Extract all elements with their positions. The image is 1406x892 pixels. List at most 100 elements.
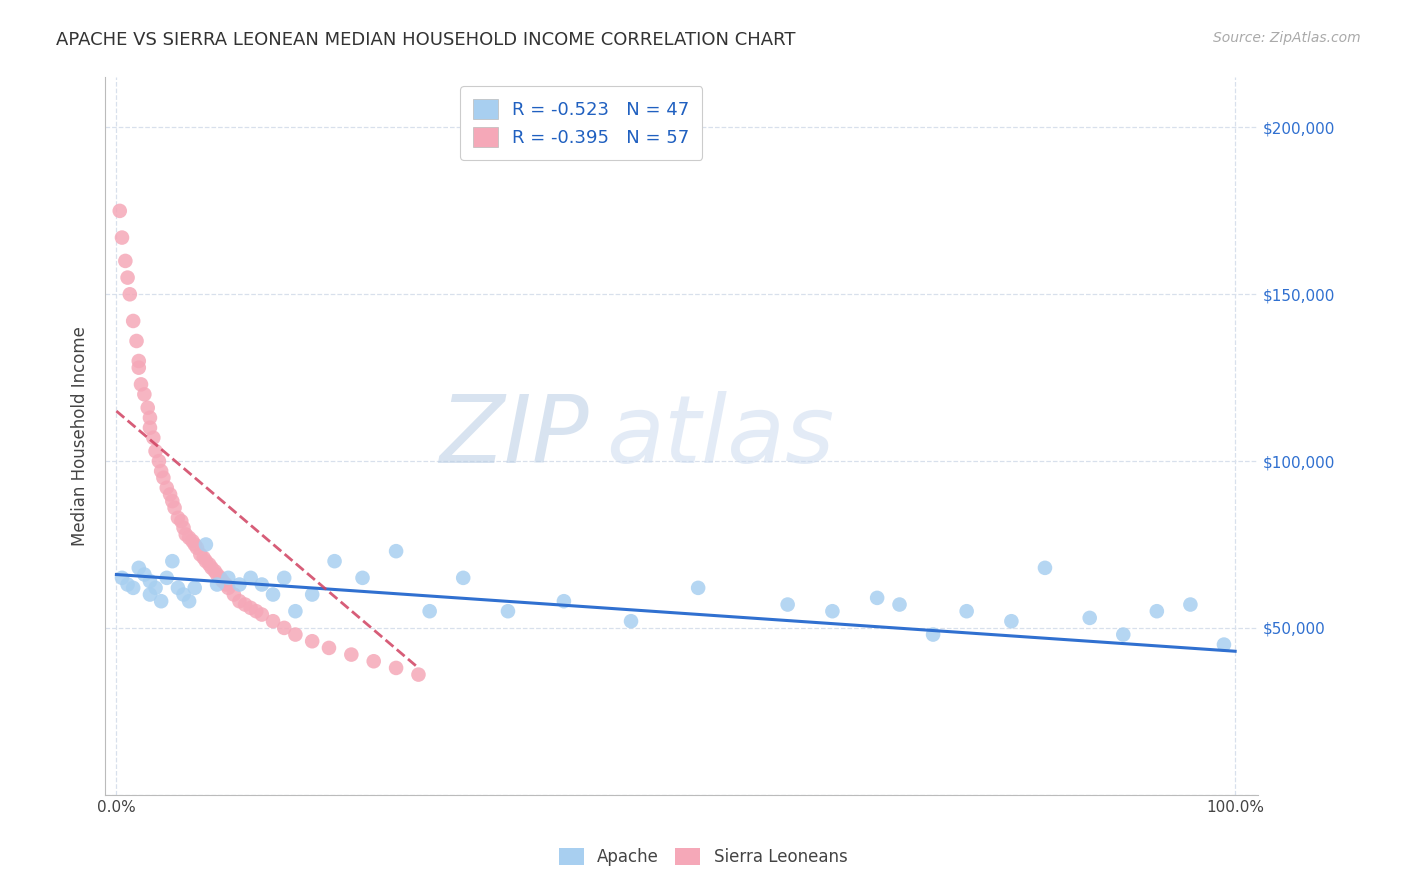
Point xyxy=(385,661,408,675)
Point xyxy=(145,581,167,595)
Point xyxy=(128,360,150,375)
Text: atlas: atlas xyxy=(606,391,835,482)
Point xyxy=(150,464,173,478)
Point xyxy=(318,640,340,655)
Point xyxy=(194,554,217,568)
Point xyxy=(122,581,145,595)
Point xyxy=(128,354,150,368)
Point xyxy=(688,581,710,595)
Point xyxy=(352,571,374,585)
Point xyxy=(111,230,134,244)
Point xyxy=(204,564,226,578)
Point xyxy=(150,594,173,608)
Point xyxy=(217,571,239,585)
Point xyxy=(301,634,323,648)
Point xyxy=(553,594,575,608)
Point xyxy=(239,600,262,615)
Point xyxy=(152,471,174,485)
Point xyxy=(385,544,408,558)
Point xyxy=(186,541,208,555)
Point xyxy=(114,254,136,268)
Point xyxy=(136,401,159,415)
Point xyxy=(129,377,152,392)
Point xyxy=(1213,638,1236,652)
Point xyxy=(922,627,945,641)
Point xyxy=(245,604,267,618)
Text: ZIP: ZIP xyxy=(440,391,589,482)
Point xyxy=(222,588,245,602)
Point xyxy=(1146,604,1168,618)
Point xyxy=(209,571,232,585)
Point xyxy=(134,567,156,582)
Point xyxy=(211,574,233,589)
Point xyxy=(145,444,167,458)
Point xyxy=(125,334,148,348)
Point xyxy=(250,607,273,622)
Point xyxy=(215,577,238,591)
Legend: Apache, Sierra Leoneans: Apache, Sierra Leoneans xyxy=(551,841,855,873)
Point xyxy=(273,571,295,585)
Point xyxy=(139,588,162,602)
Y-axis label: Median Household Income: Median Household Income xyxy=(72,326,89,546)
Point xyxy=(205,567,228,582)
Point xyxy=(956,604,979,618)
Point xyxy=(179,594,201,608)
Point xyxy=(301,588,323,602)
Point xyxy=(139,574,162,589)
Point xyxy=(776,598,799,612)
Point xyxy=(179,531,201,545)
Point xyxy=(159,487,181,501)
Point xyxy=(111,571,134,585)
Point xyxy=(217,581,239,595)
Point xyxy=(340,648,363,662)
Point xyxy=(128,561,150,575)
Point xyxy=(1180,598,1202,612)
Point xyxy=(233,598,256,612)
Point xyxy=(162,554,184,568)
Point xyxy=(228,594,250,608)
Point xyxy=(419,604,441,618)
Point xyxy=(889,598,911,612)
Point xyxy=(1112,627,1135,641)
Point xyxy=(205,577,228,591)
Point xyxy=(162,494,184,508)
Point xyxy=(1000,614,1022,628)
Point xyxy=(262,614,284,628)
Point xyxy=(620,614,643,628)
Point xyxy=(273,621,295,635)
Point xyxy=(170,514,193,528)
Point xyxy=(866,591,889,605)
Point xyxy=(1033,561,1056,575)
Point xyxy=(250,577,273,591)
Point xyxy=(117,577,139,591)
Text: APACHE VS SIERRA LEONEAN MEDIAN HOUSEHOLD INCOME CORRELATION CHART: APACHE VS SIERRA LEONEAN MEDIAN HOUSEHOL… xyxy=(56,31,796,49)
Point xyxy=(156,481,179,495)
Point xyxy=(228,577,250,591)
Point xyxy=(323,554,346,568)
Point xyxy=(451,571,474,585)
Point xyxy=(163,500,186,515)
Point xyxy=(262,588,284,602)
Point xyxy=(122,314,145,328)
Point xyxy=(156,571,179,585)
Point xyxy=(200,561,222,575)
Point xyxy=(284,627,307,641)
Point xyxy=(173,588,195,602)
Point xyxy=(183,581,205,595)
Point xyxy=(239,571,262,585)
Point xyxy=(174,527,197,541)
Point xyxy=(139,410,162,425)
Point xyxy=(118,287,141,301)
Point xyxy=(117,270,139,285)
Point xyxy=(193,550,215,565)
Point xyxy=(408,667,430,681)
Point xyxy=(139,421,162,435)
Point xyxy=(173,521,195,535)
Legend: R = -0.523   N = 47, R = -0.395   N = 57: R = -0.523 N = 47, R = -0.395 N = 57 xyxy=(460,87,702,160)
Point xyxy=(142,431,165,445)
Point xyxy=(188,548,211,562)
Point xyxy=(148,454,170,468)
Point xyxy=(167,581,190,595)
Point xyxy=(363,654,385,668)
Point xyxy=(183,537,205,551)
